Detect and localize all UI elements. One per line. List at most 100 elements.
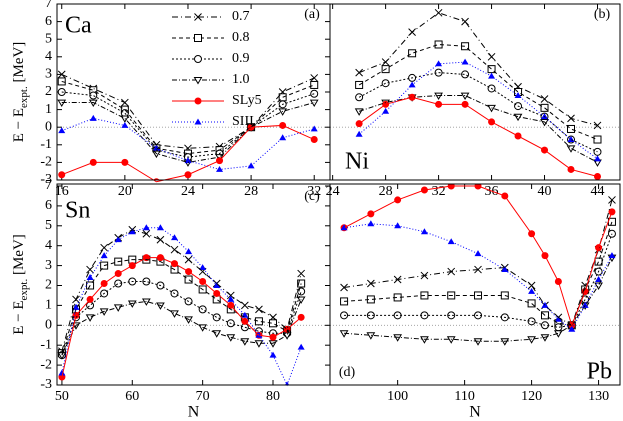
marker <box>212 313 221 322</box>
marker <box>141 298 151 306</box>
y-tick-label: 2 <box>45 84 52 99</box>
marker <box>113 304 123 312</box>
x-tick-label: 24 <box>181 184 195 199</box>
marker <box>447 311 456 320</box>
y-axis-label-part: E − E <box>11 108 27 142</box>
y-tick-label: 6 <box>45 14 52 29</box>
legend-label: SLy5 <box>232 93 262 108</box>
x-tick-label: 50 <box>55 389 69 404</box>
series-line <box>61 257 302 378</box>
series-line <box>358 72 598 153</box>
marker <box>527 281 536 290</box>
legend-marker <box>194 13 202 21</box>
marker <box>184 275 193 284</box>
marker <box>434 92 443 101</box>
marker <box>461 58 469 65</box>
marker <box>608 196 616 204</box>
series-line <box>343 199 613 327</box>
x-tick-label: 36 <box>485 184 499 199</box>
series-line <box>61 80 315 155</box>
y-tick-label: 6 <box>45 198 52 213</box>
x-tick-label: 32 <box>307 184 321 199</box>
y-tick-label: 3 <box>45 67 52 82</box>
x-axis-label: N <box>188 404 200 421</box>
series-line <box>358 95 598 163</box>
marker <box>309 99 319 108</box>
legend-label: 0.9 <box>232 51 250 66</box>
marker <box>227 295 235 302</box>
y-axis-label-part: expt. <box>18 86 30 108</box>
series-line <box>61 229 302 352</box>
marker <box>268 340 278 348</box>
marker <box>86 265 94 274</box>
marker <box>354 108 364 116</box>
y-tick-label: 1 <box>45 298 52 313</box>
marker <box>57 77 66 86</box>
marker <box>121 121 129 128</box>
y-tick-label: 0 <box>45 119 52 134</box>
marker <box>473 338 483 346</box>
marker <box>527 299 536 308</box>
y-tick-label: -1 <box>40 137 52 152</box>
series-line <box>61 102 315 163</box>
series-line <box>344 257 613 342</box>
marker <box>367 220 375 227</box>
series-line <box>61 259 302 354</box>
marker <box>142 277 151 286</box>
marker <box>593 121 602 130</box>
marker <box>420 336 429 344</box>
marker <box>527 317 536 326</box>
series-line <box>358 43 598 140</box>
y-tick-label: -2 <box>40 357 52 372</box>
y-axis-label: E − Eexpt. [MeV] <box>11 234 29 335</box>
marker <box>72 303 80 310</box>
y-tick-label: -3 <box>40 377 52 392</box>
marker <box>297 287 306 296</box>
series-line <box>61 299 302 356</box>
marker <box>57 88 66 96</box>
marker <box>608 252 616 259</box>
marker <box>310 80 319 89</box>
series-line <box>344 233 613 328</box>
x-tick-label: 20 <box>118 184 132 199</box>
marker <box>58 171 66 179</box>
marker <box>595 276 603 282</box>
marker <box>156 224 164 231</box>
marker <box>170 245 179 254</box>
panel-label: (d) <box>339 365 356 380</box>
y-tick-label: 5 <box>45 218 52 233</box>
marker <box>447 238 455 245</box>
x-axis-label: N <box>469 404 481 421</box>
series-line <box>61 73 315 149</box>
marker <box>199 264 207 271</box>
marker <box>171 234 179 241</box>
legend-marker <box>194 55 202 63</box>
marker <box>568 325 576 332</box>
marker <box>461 70 470 79</box>
legend-label: 0.8 <box>232 30 250 45</box>
plot-area <box>57 224 306 385</box>
frame <box>56 183 331 386</box>
marker <box>527 336 536 344</box>
x-tick-label: 120 <box>521 389 542 404</box>
y-tick-label: 0 <box>45 318 52 333</box>
legend-label: 0.7 <box>232 9 250 24</box>
x-tick-label: 40 <box>538 184 552 199</box>
marker <box>594 282 603 290</box>
frame <box>329 3 621 181</box>
marker <box>213 281 221 288</box>
marker <box>212 295 221 304</box>
x-tick-label: 32 <box>432 184 446 199</box>
x-tick-label: 28 <box>379 184 393 199</box>
x-tick-label: 80 <box>266 389 280 404</box>
marker <box>593 155 601 162</box>
x-tick-label: 110 <box>454 389 474 404</box>
panel-element-label: Ni <box>345 149 369 175</box>
y-axis-label: E − Eexpt. [MeV] <box>11 42 29 143</box>
series-line <box>358 12 598 126</box>
marker <box>593 135 602 144</box>
series-line <box>358 96 598 177</box>
marker <box>86 274 94 280</box>
marker <box>420 228 428 235</box>
series-line <box>61 124 315 183</box>
